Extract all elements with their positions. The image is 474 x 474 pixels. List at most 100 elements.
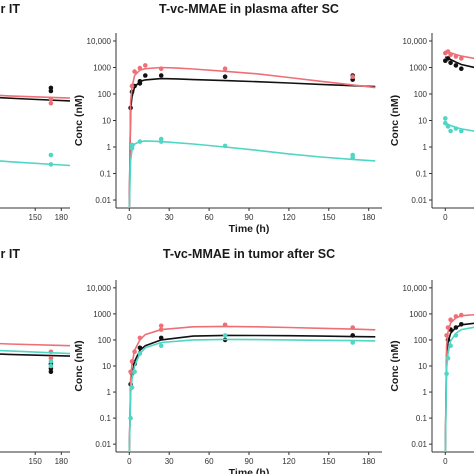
data-point-teal bbox=[443, 120, 448, 126]
y-tick-label: 0.1 bbox=[100, 170, 112, 179]
y-tick-label: 1000 bbox=[93, 63, 111, 72]
data-point-pink bbox=[137, 65, 143, 71]
data-point-teal bbox=[48, 359, 54, 364]
y-tick-label: 1000 bbox=[93, 310, 111, 319]
y-tick-label: 100 bbox=[98, 336, 112, 345]
y-tick-label: 10,000 bbox=[403, 284, 428, 293]
series-line-black bbox=[444, 56, 474, 69]
y-tick-label: 0.01 bbox=[411, 196, 427, 205]
data-point-black bbox=[48, 85, 54, 91]
x-tick-label: 150 bbox=[29, 213, 43, 222]
y-tick-label: 1 bbox=[423, 388, 428, 397]
data-point-black bbox=[453, 63, 459, 68]
x-tick-label: 30 bbox=[165, 457, 174, 466]
data-point-teal bbox=[350, 340, 356, 345]
data-point-pink bbox=[137, 335, 143, 341]
x-axis-label: Time (h) bbox=[229, 467, 270, 474]
x-axis-label: Time (h) bbox=[229, 223, 270, 235]
plot-area bbox=[0, 85, 70, 167]
series-line-black bbox=[0, 96, 70, 102]
data-point-teal bbox=[48, 162, 54, 167]
data-point-pink bbox=[129, 83, 135, 89]
y-tick-label: 1000 bbox=[409, 310, 427, 319]
series-line-teal bbox=[0, 349, 70, 355]
data-point-black bbox=[459, 66, 464, 71]
series-line-teal bbox=[128, 140, 376, 208]
data-point-pink bbox=[459, 312, 464, 318]
y-tick-label: 10,000 bbox=[87, 284, 112, 293]
data-point-pink bbox=[444, 333, 449, 338]
y-tick-label: 10 bbox=[102, 362, 111, 371]
panel-left-top: 150 180 r IT bbox=[0, 2, 70, 222]
y-tick-label: 10 bbox=[102, 117, 111, 126]
y-tick-label: 10 bbox=[418, 117, 427, 126]
data-point-black bbox=[448, 60, 453, 66]
data-point-teal bbox=[132, 369, 137, 375]
chart-title: T-vc-MMAE in tumor after SC bbox=[163, 247, 335, 261]
y-tick-label: 10,000 bbox=[403, 37, 428, 46]
data-point-pink bbox=[445, 49, 451, 54]
data-point-pink bbox=[158, 323, 164, 329]
panel-center-top: 0 30 60 90 120 150 180 0.01 0.1 1 10 100 1000 10,000 T… bbox=[73, 2, 382, 235]
data-point-black bbox=[143, 73, 148, 78]
y-axis-label: Conc (nM) bbox=[389, 95, 401, 146]
data-point-teal bbox=[48, 152, 54, 158]
series-line-black bbox=[444, 322, 474, 452]
data-point-teal bbox=[129, 145, 135, 151]
y-axis-label: Conc (nM) bbox=[73, 95, 85, 146]
data-point-teal bbox=[453, 126, 459, 131]
x-tick-label: 180 bbox=[362, 213, 376, 222]
series-line-pink bbox=[0, 94, 70, 99]
panel-left-bottom: 150 180 r IT bbox=[0, 247, 70, 466]
data-point-teal bbox=[222, 143, 228, 149]
panel-center-bottom: 0 30 60 90 120 150 180 0.01 0.1 1 10 100 1000 10,000 T… bbox=[73, 247, 382, 474]
series-line-pink bbox=[128, 66, 376, 208]
data-point-pink bbox=[453, 54, 459, 59]
chart-title: r IT bbox=[1, 2, 21, 16]
data-point-teal bbox=[129, 385, 135, 390]
data-point-black bbox=[48, 369, 54, 375]
data-point-teal bbox=[222, 333, 228, 338]
data-point-teal bbox=[459, 128, 464, 134]
data-point-pink bbox=[448, 317, 453, 323]
y-tick-label: 100 bbox=[414, 336, 428, 345]
data-point-teal bbox=[453, 333, 459, 338]
data-point-pink bbox=[448, 52, 453, 58]
data-point-teal bbox=[445, 355, 451, 361]
x-tick-label: 180 bbox=[362, 457, 376, 466]
data-point-teal bbox=[137, 139, 143, 144]
data-point-pink bbox=[128, 369, 133, 375]
y-axis-label: Conc (nM) bbox=[389, 340, 401, 391]
plot-area bbox=[0, 342, 70, 375]
y-axis-label: Conc (nM) bbox=[73, 340, 85, 391]
data-point-pink bbox=[459, 56, 464, 61]
x-tick-label: 180 bbox=[55, 457, 69, 466]
data-point-black bbox=[137, 81, 143, 86]
x-tick-label: 150 bbox=[29, 457, 43, 466]
series-line-pink bbox=[128, 325, 376, 452]
x-tick-label: 0 bbox=[443, 457, 448, 466]
y-tick-label: 1 bbox=[107, 143, 112, 152]
data-point-teal bbox=[444, 371, 449, 377]
series-line-teal bbox=[128, 338, 376, 452]
x-tick-label: 150 bbox=[322, 213, 336, 222]
data-point-teal bbox=[48, 363, 54, 369]
data-point-pink bbox=[132, 349, 137, 355]
x-tick-label: 90 bbox=[245, 457, 254, 466]
plot-area bbox=[128, 322, 376, 452]
x-tick-label: 60 bbox=[205, 457, 214, 466]
data-point-black bbox=[158, 73, 164, 78]
data-point-teal bbox=[137, 351, 143, 356]
y-tick-label: 0.01 bbox=[95, 196, 111, 205]
data-point-pink bbox=[222, 66, 228, 71]
y-tick-label: 0.1 bbox=[100, 414, 112, 423]
plot-area bbox=[443, 49, 474, 134]
data-point-pink bbox=[158, 66, 164, 71]
y-tick-label: 0.1 bbox=[416, 414, 428, 423]
y-tick-label: 1 bbox=[423, 143, 428, 152]
data-point-teal bbox=[448, 128, 453, 134]
data-point-black bbox=[453, 325, 459, 330]
